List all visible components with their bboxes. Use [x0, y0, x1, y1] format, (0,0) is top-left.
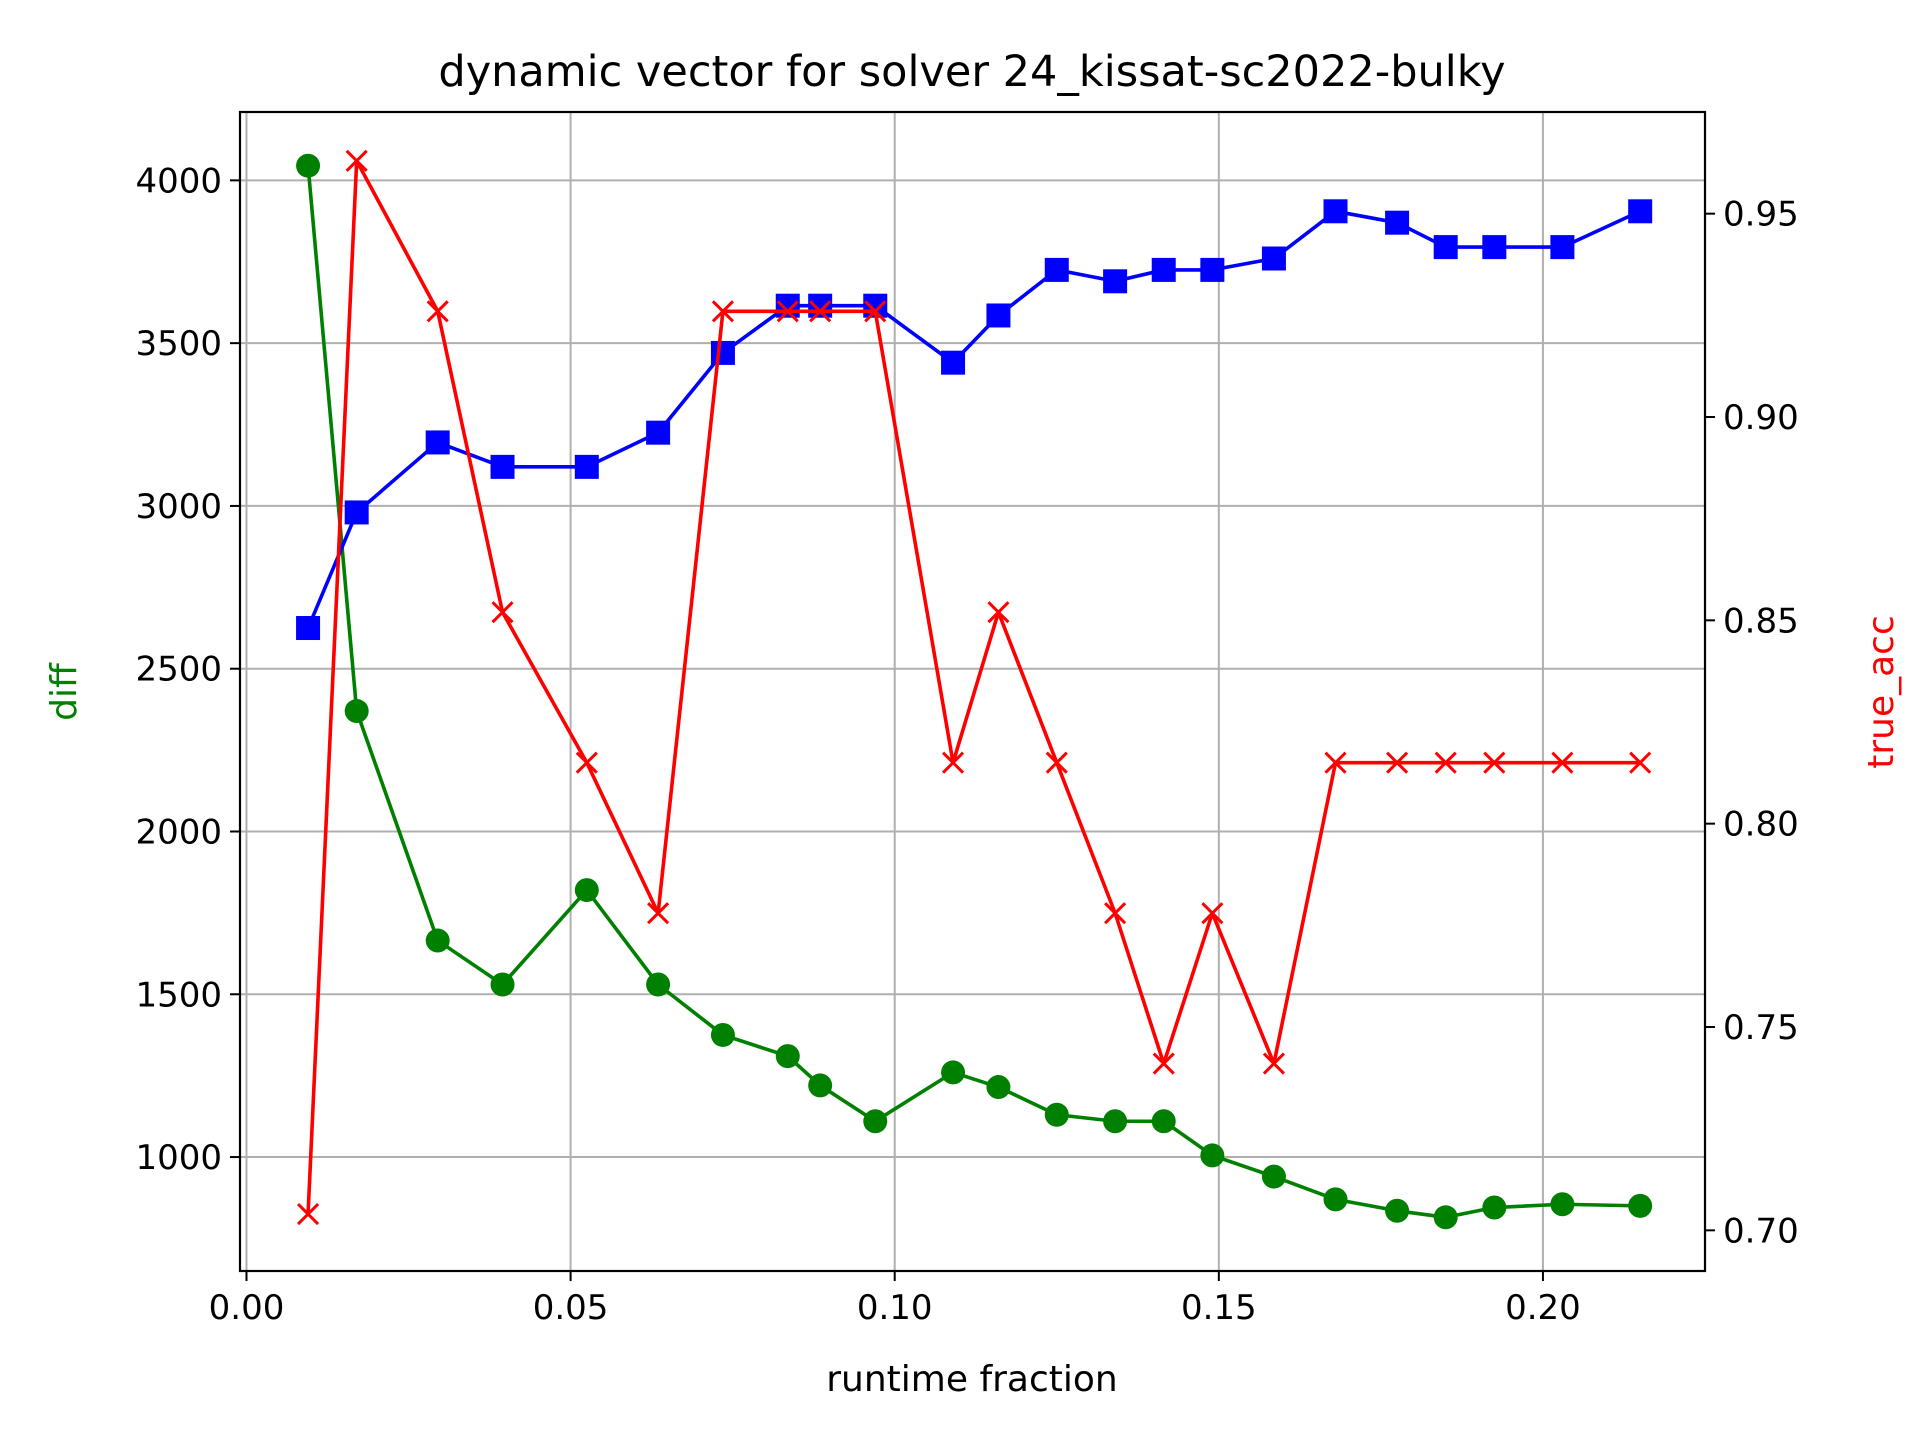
data-point: [1324, 751, 1347, 774]
y-left-tick-label: 2500: [135, 650, 222, 690]
data-point: [1044, 1102, 1069, 1127]
data-point: [1323, 199, 1348, 224]
data-point: [574, 878, 599, 903]
data-point: [1629, 751, 1652, 774]
data-point: [345, 149, 368, 172]
data-point: [1323, 1187, 1348, 1212]
data-point: [1385, 210, 1410, 235]
data-point: [1104, 902, 1127, 925]
data-point: [646, 972, 671, 997]
data-point: [491, 601, 514, 624]
data-point: [1103, 269, 1128, 294]
y-left-tick-label: 3500: [135, 324, 222, 364]
data-point: [775, 293, 800, 318]
chart-title: dynamic vector for solver 24_kissat-sc20…: [438, 47, 1505, 97]
x-tick-label: 0.15: [1181, 1288, 1257, 1328]
data-point: [574, 454, 599, 479]
y-left-tick-label: 1500: [135, 975, 222, 1015]
y-left-tick-label: 4000: [135, 161, 222, 201]
y-right-tick-label: 0.80: [1723, 805, 1799, 845]
data-point: [775, 1044, 800, 1069]
data-point: [864, 300, 887, 323]
data-point: [808, 1073, 833, 1098]
data-point: [1550, 235, 1575, 260]
data-point: [1628, 199, 1653, 224]
data-point: [1482, 235, 1507, 260]
y-right-tick-label: 0.95: [1723, 195, 1799, 235]
data-point: [297, 1203, 320, 1226]
data-point: [808, 293, 833, 318]
data-point: [1482, 1195, 1507, 1220]
data-point: [941, 1060, 966, 1085]
data-point: [1200, 1143, 1225, 1168]
y-axis-right-label: true_acc: [1861, 615, 1902, 769]
data-point: [646, 420, 671, 445]
data-point: [1261, 246, 1286, 271]
data-point: [1551, 751, 1574, 774]
y-right-tick-label: 0.70: [1723, 1211, 1799, 1251]
data-point: [986, 1075, 1011, 1100]
data-point: [776, 300, 799, 323]
x-tick-label: 0.00: [209, 1288, 285, 1328]
data-point: [1434, 751, 1457, 774]
data-point: [296, 153, 321, 178]
data-point: [986, 303, 1011, 328]
y-right-tick-label: 0.90: [1723, 398, 1799, 438]
y-left-tick-label: 3000: [135, 487, 222, 527]
data-point: [344, 500, 369, 525]
data-point: [490, 972, 515, 997]
y-axis-left-label: diff: [44, 662, 85, 721]
data-point: [809, 300, 832, 323]
data-point: [987, 601, 1010, 624]
data-point: [1103, 1109, 1128, 1134]
series-x-right: [297, 149, 1652, 1226]
data-point: [490, 454, 515, 479]
data-point: [575, 751, 598, 774]
plot-frame: [238, 110, 1707, 1273]
data-point: [647, 902, 670, 925]
data-point: [1433, 235, 1458, 260]
data-point: [344, 699, 369, 724]
data-point: [1628, 1193, 1653, 1218]
data-point: [1044, 257, 1069, 282]
data-point: [1151, 1109, 1176, 1134]
series-square-left: [296, 199, 1653, 641]
data-point: [296, 616, 321, 641]
data-point: [1386, 751, 1409, 774]
data-point: [1200, 257, 1225, 282]
data-point: [1262, 1052, 1285, 1075]
data-point: [941, 350, 966, 375]
x-tick-label: 0.10: [857, 1288, 933, 1328]
data-point: [1201, 902, 1224, 925]
x-tick-label: 0.05: [533, 1288, 609, 1328]
data-point: [426, 300, 449, 323]
series-circle-left: [296, 153, 1653, 1230]
data-point: [1433, 1205, 1458, 1230]
ticks-layer: 0.00 0.05 0.10 0.15 0.20 1000 1500 2000 2500 3000…: [135, 161, 1798, 1328]
series-layer: [296, 149, 1653, 1230]
x-tick-label: 0.20: [1505, 1288, 1581, 1328]
data-point: [710, 1022, 735, 1047]
data-point: [711, 300, 734, 323]
data-point: [1045, 751, 1068, 774]
x-axis-label: runtime fraction: [826, 1359, 1118, 1400]
data-point: [425, 928, 450, 953]
data-point: [863, 1109, 888, 1134]
y-right-tick-label: 0.75: [1723, 1008, 1799, 1048]
data-point: [1151, 257, 1176, 282]
y-right-tick-label: 0.85: [1723, 601, 1799, 641]
data-point: [1550, 1192, 1575, 1217]
data-point: [941, 751, 965, 774]
data-point: [1261, 1164, 1286, 1189]
data-point: [1483, 751, 1506, 774]
y-left-tick-label: 2000: [135, 812, 222, 852]
data-point: [1385, 1198, 1410, 1223]
data-point: [425, 430, 450, 455]
y-left-tick-label: 1000: [135, 1138, 222, 1178]
data-point: [710, 340, 735, 365]
data-point: [1152, 1052, 1175, 1075]
